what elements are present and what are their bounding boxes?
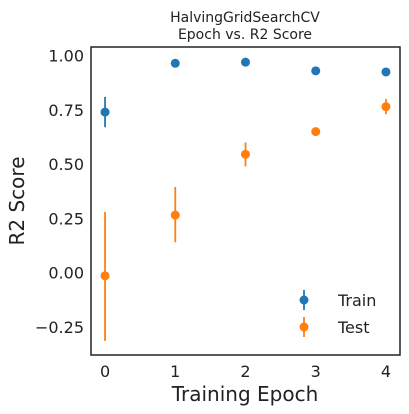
y-tick-label: 0.25: [48, 209, 84, 228]
legend-label: Train: [337, 291, 376, 310]
y-tick-label: 1.00: [48, 47, 84, 66]
train-point: [311, 66, 321, 76]
y-axis: −0.25 0.00 0.25 0.50 0.75 1.00: [35, 47, 84, 337]
x-axis-label: Training Epoch: [171, 382, 319, 406]
x-tick-label: 2: [240, 362, 250, 381]
y-tick-label: 0.00: [48, 264, 84, 283]
train-point: [381, 67, 391, 77]
y-tick-label: 0.50: [48, 155, 84, 174]
legend: Train Test: [299, 290, 376, 337]
train-series: [100, 57, 391, 128]
legend-marker: [299, 295, 309, 305]
legend-label: Test: [337, 318, 370, 337]
x-axis: 0 1 2 3 4: [100, 362, 391, 381]
test-point: [170, 210, 180, 220]
x-tick-label: 1: [170, 362, 180, 381]
chart-title: HalvingGridSearchCV: [170, 10, 320, 26]
chart-subtitle: Epoch vs. R2 Score: [178, 27, 312, 43]
test-point: [381, 102, 391, 112]
legend-item-train: Train: [299, 290, 376, 310]
x-tick-label: 3: [311, 362, 321, 381]
train-point: [100, 107, 110, 117]
legend-item-test: Test: [299, 317, 370, 337]
y-tick-label: −0.25: [35, 318, 84, 337]
test-point: [100, 271, 110, 281]
test-series: [100, 99, 391, 341]
y-tick-label: 0.75: [48, 101, 84, 120]
data-series: [100, 57, 391, 341]
test-point: [311, 127, 321, 137]
test-point: [241, 149, 250, 159]
y-axis-label: R2 Score: [5, 157, 29, 246]
plot-frame: [90, 46, 401, 356]
x-tick-label: 4: [381, 362, 391, 381]
legend-marker: [299, 322, 309, 332]
train-point: [170, 58, 180, 68]
x-tick-label: 0: [100, 362, 110, 381]
train-point: [241, 57, 250, 67]
